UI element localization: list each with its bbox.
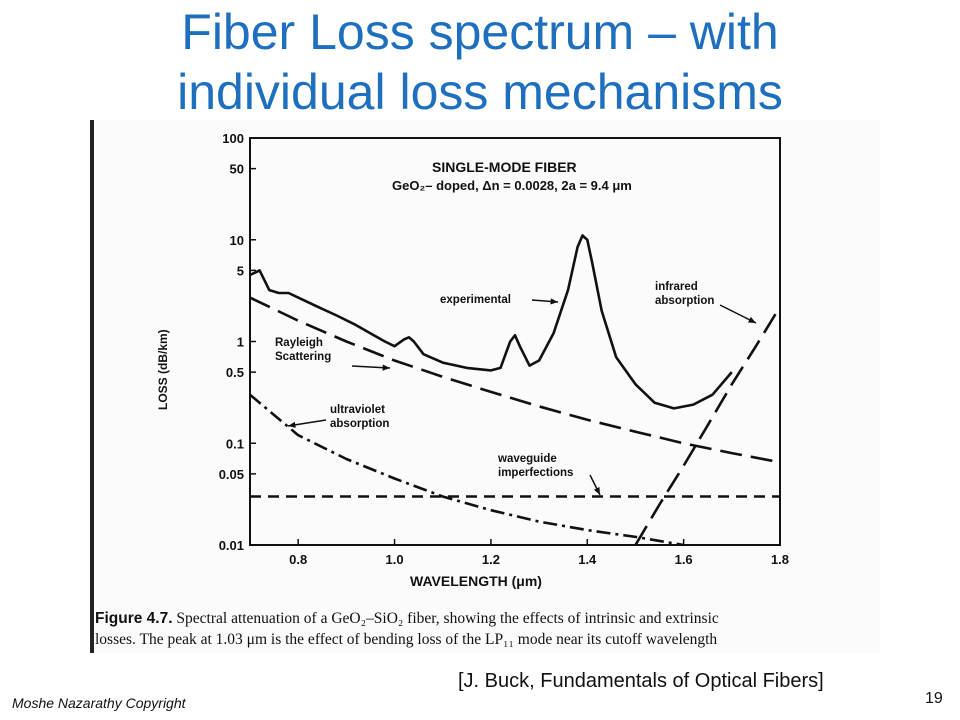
slide-title: Fiber Loss spectrum – with individual lo… [0,2,960,122]
x-axis-label: WAVELENGTH (μm) [410,573,542,589]
slide-title-line2: individual loss mechanisms [177,64,783,120]
x-tick-label: 1.6 [675,552,693,567]
figure-caption: Figure 4.7. Spectral attenuation of a Ge… [95,608,875,650]
plot-frame [249,137,781,546]
x-tick-label: 1.8 [771,552,789,567]
x-tick-label: 1.4 [578,552,597,567]
copyright-notice: Moshe Nazarathy Copyright [12,695,186,711]
loss-spectrum-chart: 0.8 1.0 1.2 1.4 1.6 1.8 100 50 10 5 1 0.5 0.1 0.05 0.0… [156,131,789,589]
label-experimental: experimental [440,294,511,306]
series-rayleigh-scattering [249,296,781,464]
citation: [J. Buck, Fundamentals of Optical Fibers… [458,670,824,692]
x-tick-label: 0.8 [289,552,307,567]
chart-annotations: experimental Rayleigh Scattering ultraviole… [275,281,757,496]
caption-crop [90,653,880,663]
chart-ticks: 0.8 1.0 1.2 1.4 1.6 1.8 100 50 10 5 1 0.5 0.1 0.05 0.0… [219,131,789,567]
y-tick-label: 0.1 [226,436,244,451]
chart-series [249,234,782,547]
chart-axes [249,137,781,546]
label-ultraviolet: ultraviolet absorption [330,404,389,430]
arrow-waveguide-head [593,487,600,495]
caption-line1: Spectral attenuation of a GeO₂–SiO₂ fibe… [176,610,719,627]
chart-title: SINGLE-MODE FIBER [432,159,577,175]
arrow-experimental-head [550,298,558,305]
caption-label: Figure 4.7. [95,610,173,627]
page-number: 19 [925,690,943,707]
label-waveguide: waveguide imperfections [497,453,573,479]
y-tick-label: 5 [237,263,244,278]
y-tick-label: 0.5 [226,365,244,380]
y-tick-label: 100 [222,131,244,146]
y-tick-label: 10 [230,233,244,248]
series-experimental [249,234,733,410]
series-ultraviolet-absorption [249,393,684,547]
chart-subtitle: GeO₂– doped, Δn = 0.0028, 2a = 9.4 μm [392,178,632,193]
scan-binding-edge [90,120,94,660]
y-tick-label: 50 [230,162,244,177]
y-tick-label: 1 [237,335,244,350]
series-infrared-absorption [634,306,782,546]
caption-line2: losses. The peak at 1.03 μm is the effec… [95,631,718,648]
label-rayleigh: Rayleigh Scattering [275,337,331,363]
y-axis-label: LOSS (dB/km) [156,329,170,410]
arrow-infrared-head [748,316,756,323]
x-tick-label: 1.2 [482,552,500,567]
label-infrared: infrared absorption [655,281,714,307]
arrow-ultraviolet-head [288,421,296,428]
y-tick-label: 0.01 [219,538,244,553]
arrow-rayleigh-head [382,364,390,371]
slide-title-line1: Fiber Loss spectrum – with [181,4,779,60]
x-tick-label: 1.0 [386,552,404,567]
y-tick-label: 0.05 [219,467,244,482]
